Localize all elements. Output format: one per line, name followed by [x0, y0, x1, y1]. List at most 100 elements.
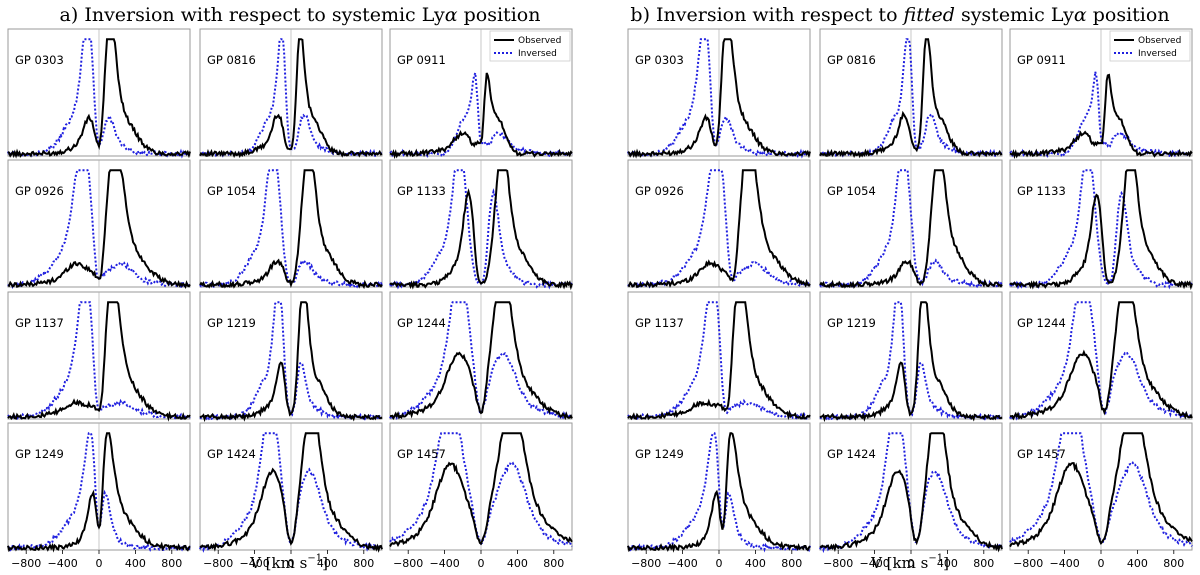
galaxy-label: GP 1137: [635, 316, 684, 330]
subplot-a-gp1249: GP 1249 −800 −400 0 400 800: [7, 422, 191, 570]
inversed-line: [199, 169, 383, 290]
observed-line: [819, 301, 1003, 423]
x-tick-label: −400: [859, 557, 889, 570]
inversed-line: [627, 38, 811, 159]
observed-line: [627, 169, 811, 289]
panel-a-title: a) Inversion with respect to systemic Ly…: [60, 4, 541, 26]
galaxy-label: GP 0303: [635, 53, 684, 67]
observed-line: [1010, 301, 1193, 421]
x-tick-label: 800: [161, 557, 182, 570]
observed-line: [819, 432, 1003, 553]
subplot-b-gp1133: GP 1133: [1009, 159, 1193, 291]
subplot-a-gp1133: GP 1133: [389, 159, 573, 291]
inversed-line: [389, 301, 572, 421]
galaxy-label: GP 0303: [15, 53, 64, 67]
subplot-b-gp1054: GP 1054: [819, 159, 1003, 290]
x-tick-label: 0: [96, 557, 103, 570]
x-tick-label: 0: [478, 557, 485, 570]
legend: Observed Inversed: [1109, 30, 1191, 62]
subplot-b-gp1457: GP 1457 −800 −400 0 400 800: [1009, 422, 1193, 570]
x-tick-label: −400: [239, 557, 269, 570]
galaxy-label: GP 0926: [15, 184, 64, 198]
galaxy-label: GP 1249: [15, 447, 64, 461]
observed-line: [7, 432, 191, 553]
observed-line: [389, 432, 573, 548]
subplot-b-gp0911: GP 0911 Observed Inversed: [1009, 28, 1193, 160]
subplot-a-gp1244: GP 1244: [389, 291, 573, 421]
x-tick-label: 400: [1127, 557, 1148, 570]
x-tick-label: 0: [288, 557, 295, 570]
subplot-a-gp1457: GP 1457 −800 −400 0 400 800: [389, 422, 573, 570]
galaxy-label: GP 1137: [15, 316, 64, 330]
inversed-line: [1009, 301, 1192, 421]
observed-line: [199, 432, 383, 553]
subplot-b-gp1244: GP 1244: [1009, 291, 1193, 421]
x-tick-label: 800: [1163, 557, 1184, 570]
galaxy-label: GP 0816: [827, 53, 876, 67]
subplot-b-gp1424: GP 1424 −800 −400 0 400 800: [819, 422, 1003, 570]
subplot-b-gp0303: GP 0303: [627, 28, 811, 159]
subplot-a-gp0303: GP 0303: [7, 28, 191, 159]
x-tick-label: 400: [507, 557, 528, 570]
observed-line: [7, 38, 191, 159]
x-axis-label-b: V [km s−1]: [870, 553, 949, 572]
x-tick-label: 400: [317, 557, 338, 570]
galaxy-label: GP 1249: [635, 447, 684, 461]
x-tick-label: −400: [429, 557, 459, 570]
x-tick-label: 0: [716, 557, 723, 570]
subplot-a-gp0926: GP 0926: [7, 159, 191, 289]
galaxy-label: GP 0911: [397, 53, 446, 67]
observed-line: [1009, 432, 1193, 548]
subplot-a-gp1054: GP 1054: [199, 159, 383, 290]
x-tick-label: 800: [543, 557, 564, 570]
galaxy-label: GP 1219: [207, 316, 256, 330]
x-tick-label: 400: [937, 557, 958, 570]
galaxy-label: GP 1244: [1017, 316, 1066, 330]
observed-line: [199, 301, 383, 423]
x-tick-label: 800: [781, 557, 802, 570]
galaxy-label: GP 0816: [207, 53, 256, 67]
observed-line: [389, 169, 573, 291]
observed-line: [7, 169, 191, 289]
inversed-line: [7, 38, 191, 159]
x-tick-label: 800: [353, 557, 374, 570]
subplot-b-gp1137: GP 1137: [627, 291, 811, 423]
inversed-line: [819, 38, 1003, 158]
observed-line: [199, 38, 383, 159]
x-axis-label-a: V [km s−1]: [249, 553, 328, 572]
x-tick-label: −800: [203, 557, 233, 570]
galaxy-label: GP 1457: [1017, 447, 1066, 461]
inversed-line: [199, 432, 383, 553]
subplot-a-gp0816: GP 0816: [199, 28, 383, 159]
subplot-b-gp0816: GP 0816: [819, 28, 1003, 159]
x-tick-label: 400: [745, 557, 766, 570]
observed-line: [627, 38, 811, 159]
observed-line: [199, 169, 383, 290]
x-tick-label: −800: [393, 557, 423, 570]
legend: Observed Inversed: [489, 30, 571, 62]
observed-line: [627, 432, 811, 553]
observed-line: [627, 301, 811, 421]
inversed-line: [7, 301, 191, 422]
galaxy-label: GP 1054: [827, 184, 876, 198]
galaxy-label: GP 1424: [827, 447, 876, 461]
legend-observed-label: Observed: [1138, 36, 1181, 46]
subplot-a-gp0911: GP 0911 Observed Inversed: [389, 28, 573, 160]
subplot-b-gp1219: GP 1219: [819, 291, 1003, 423]
x-tick-label: −800: [1013, 557, 1043, 570]
inversed-line: [7, 169, 191, 289]
observed-line: [1009, 169, 1193, 291]
legend-observed-label: Observed: [518, 36, 561, 46]
legend-inversed-label: Inversed: [1138, 49, 1177, 59]
x-tick-label: −800: [11, 557, 41, 570]
galaxy-label: GP 0911: [1017, 53, 1066, 67]
legend-inversed-label: Inversed: [518, 49, 557, 59]
galaxy-label: GP 1424: [207, 447, 256, 461]
x-tick-label: 0: [908, 557, 915, 570]
x-tick-label: 400: [125, 557, 146, 570]
subplot-a-gp1219: GP 1219: [199, 291, 383, 423]
x-tick-label: −800: [823, 557, 853, 570]
panel-b-title: b) Inversion with respect to fitted syst…: [630, 4, 1169, 26]
subplot-a-gp1424: GP 1424 −800 −400 0 400 800: [199, 422, 383, 570]
